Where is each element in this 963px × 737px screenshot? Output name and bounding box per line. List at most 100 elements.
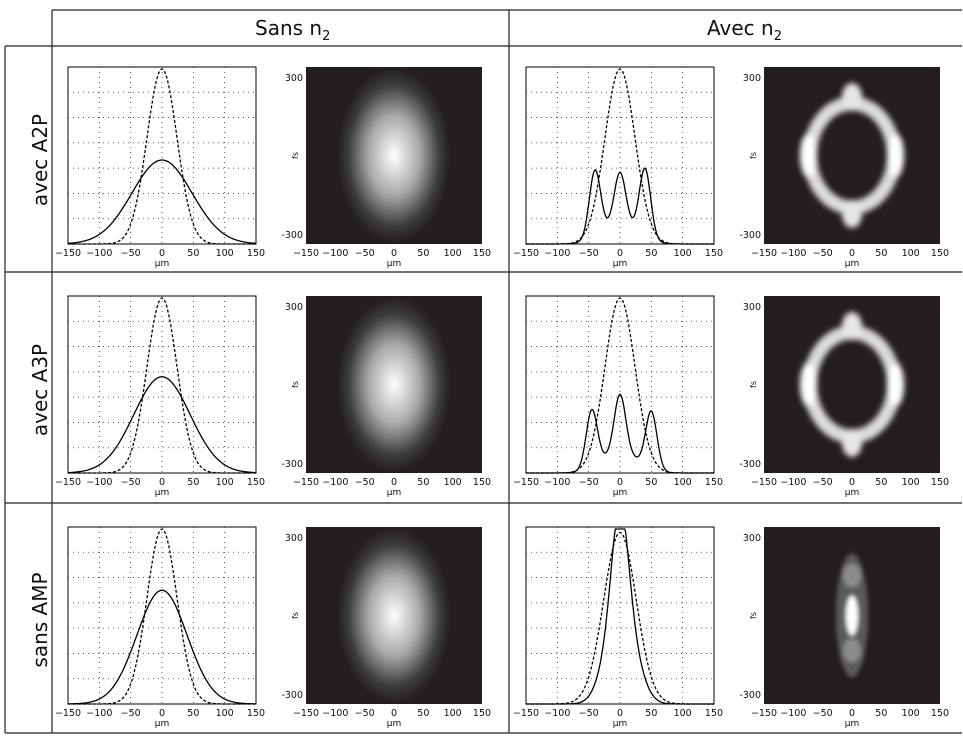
x-tick-label: 50: [417, 477, 429, 488]
row-title-avec-a3p: avec A3P: [28, 340, 52, 440]
intensity-map-4: 300 -300 fs −150 −100 −50 0 50 100 150 µm: [281, 527, 491, 729]
x-axis-label: µm: [387, 259, 402, 269]
x-axis-label: µm: [155, 259, 170, 269]
x-tick-label: −150: [293, 708, 319, 719]
x-tick-label: 100: [674, 248, 692, 259]
y-tick-label: 300: [285, 302, 303, 313]
ring-beam: [800, 312, 904, 457]
x-tick-label: 50: [187, 248, 199, 259]
profile-plot-4: −150 −100 −50 0 50 100 150 µm: [55, 526, 265, 729]
x-tick-label: 50: [645, 248, 657, 259]
x-tick-label: −50: [121, 708, 141, 719]
bottom-lobe: [842, 200, 862, 228]
x-tick-label: −100: [322, 248, 348, 259]
column-title-avec-n2: Avec n2: [707, 16, 782, 44]
x-tick-label: −100: [544, 248, 570, 259]
x-tick-label: −150: [751, 248, 777, 259]
x-tick-label: −50: [121, 248, 141, 259]
y-tick-label: 300: [743, 533, 761, 544]
plot-frame: [525, 295, 715, 474]
x-tick-label: −100: [322, 708, 348, 719]
row-title-avec-a2p-text: avec A2P: [28, 113, 52, 207]
plot-frame: [67, 66, 257, 245]
dashed-curve: [526, 68, 714, 245]
y-tick-label: 300: [743, 73, 761, 84]
intensity-map-2: 300 -300 fs −150 −100 −50 0 50 100 150 µm: [281, 296, 491, 498]
x-tick-label: −50: [579, 708, 599, 719]
x-tick-label: 150: [705, 248, 723, 259]
profile-plot-3: −150 −100 −50 0 50 100 150 µm: [513, 295, 723, 498]
row-title-sans-amp: sans AMP: [28, 570, 52, 670]
column-title-sans-n2: Sans n2: [255, 16, 330, 44]
x-tick-label: 150: [473, 477, 491, 488]
elongated-beam: [836, 553, 868, 678]
x-tick-label: 100: [902, 708, 920, 719]
x-tick-label: 0: [617, 708, 623, 719]
dashed-curve: [68, 68, 256, 245]
x-tick-label: 150: [247, 708, 265, 719]
y-tick-label: -300: [739, 230, 761, 241]
x-axis-label: µm: [845, 259, 860, 269]
x-tick-label: 150: [247, 248, 265, 259]
x-tick-label: 150: [931, 477, 949, 488]
x-axis-label: µm: [613, 488, 628, 498]
y-tick-label: -300: [281, 690, 303, 701]
x-axis-label: µm: [387, 719, 402, 729]
left-bright: [800, 362, 816, 407]
x-axis-label: µm: [155, 719, 170, 729]
x-tick-label: 0: [159, 248, 165, 259]
x-tick-label: −150: [293, 477, 319, 488]
right-bright: [888, 133, 904, 178]
x-tick-label: 100: [216, 708, 234, 719]
x-tick-label: −50: [813, 477, 833, 488]
intensity-map-1: 300 -300 fs −150 −100 −50 0 50 100 150 µm: [739, 67, 949, 269]
x-tick-label: 0: [391, 477, 397, 488]
x-tick-label: 50: [187, 708, 199, 719]
y-tick-label: -300: [281, 230, 303, 241]
x-tick-label: 0: [617, 477, 623, 488]
ellipse-beam: [337, 67, 451, 244]
subscript-2: 2: [773, 29, 782, 44]
intensity-map-3: 300 -300 fs −150 −100 −50 0 50 100 150 µm: [739, 296, 949, 498]
dashed-curve: [68, 297, 256, 474]
x-tick-label: 0: [391, 708, 397, 719]
y-axis-label: fs: [749, 152, 758, 159]
lower-lobe: [843, 638, 861, 663]
x-tick-label: −100: [544, 708, 570, 719]
right-bright: [888, 362, 904, 407]
y-axis-label: fs: [291, 152, 300, 159]
x-tick-label: −150: [751, 708, 777, 719]
y-axis-label: fs: [291, 381, 300, 388]
top-lobe: [842, 312, 862, 340]
x-tick-label: −100: [322, 477, 348, 488]
profile-plot-0: −150 −100 −50 0 50 100 150 µm: [55, 66, 265, 269]
y-tick-label: -300: [281, 459, 303, 470]
row-title-sans-amp-text: sans AMP: [28, 572, 52, 668]
x-tick-label: 0: [159, 708, 165, 719]
x-tick-label: 100: [674, 477, 692, 488]
x-axis-label: µm: [387, 488, 402, 498]
x-tick-label: 50: [875, 248, 887, 259]
x-axis-label: µm: [155, 488, 170, 498]
profile-plot-2: −150 −100 −50 0 50 100 150 µm: [55, 295, 265, 498]
x-tick-label: 100: [216, 477, 234, 488]
x-tick-label: −50: [579, 248, 599, 259]
x-axis-label: µm: [613, 719, 628, 729]
y-axis-label: fs: [291, 612, 300, 619]
x-tick-label: −150: [55, 248, 81, 259]
x-tick-label: 100: [444, 248, 462, 259]
x-tick-label: 100: [216, 248, 234, 259]
left-bright: [800, 133, 816, 178]
x-tick-label: 0: [159, 477, 165, 488]
x-tick-label: 50: [417, 248, 429, 259]
x-axis-label: µm: [845, 488, 860, 498]
ring-beam: [800, 83, 904, 228]
x-tick-label: 150: [931, 248, 949, 259]
x-tick-label: −50: [355, 477, 375, 488]
x-tick-label: −100: [86, 708, 112, 719]
ellipse-beam: [337, 296, 451, 473]
dashed-curve: [68, 528, 256, 705]
x-tick-label: 50: [645, 477, 657, 488]
x-tick-label: −50: [355, 248, 375, 259]
